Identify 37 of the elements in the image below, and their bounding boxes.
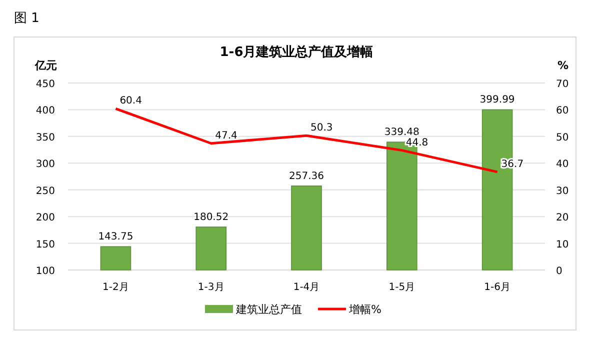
y2-tick-label: 10: [556, 239, 569, 250]
data-label: 60.4: [120, 96, 142, 107]
data-label: 47.4: [215, 130, 238, 142]
y-tick-label: 200: [36, 212, 55, 224]
x-tick-label: 1-4月: [293, 282, 320, 293]
data-label: 399.99: [480, 94, 515, 106]
chart-title: 1-6月建筑业总产值及增幅: [220, 44, 374, 60]
caption: 图 1: [14, 11, 40, 26]
data-label: 180.52: [194, 212, 229, 223]
y2-tick-label: 20: [556, 212, 569, 224]
y-tick-label: 400: [36, 106, 55, 117]
y2-tick-label: 40: [556, 159, 569, 170]
data-label: 257.36: [289, 170, 324, 182]
y-tick-label: 450: [36, 79, 55, 90]
x-tick-label: 1-2月: [102, 282, 129, 293]
y2-tick-label: 30: [556, 186, 569, 197]
data-label: 339.48: [384, 127, 420, 138]
y2-tick-label: 60: [556, 106, 569, 117]
legend-label: 增幅%: [348, 303, 382, 316]
y-axis-title: 亿元: [34, 59, 57, 72]
y-tick-label: 100: [36, 266, 55, 277]
x-tick-label: 1-6月: [484, 282, 510, 293]
y-tick-label: 150: [36, 239, 55, 250]
y-tick-label: 350: [36, 132, 55, 144]
legend-label: 建筑业总产值: [235, 303, 302, 316]
data-label: 50.3: [310, 122, 333, 134]
line-series: [114, 107, 499, 174]
x-tick-label: 1-3月: [198, 282, 224, 293]
y2-tick-label: 70: [556, 79, 569, 90]
y2-axis-title: %: [557, 59, 569, 72]
data-label: 44.8: [406, 137, 428, 148]
x-tick-label: 1-5月: [388, 282, 416, 293]
y2-tick-label: 50: [556, 132, 569, 144]
y-tick-label: 300: [36, 159, 55, 170]
y-tick-label: 250: [36, 186, 55, 197]
data-label: 143.75: [98, 232, 134, 243]
y2-tick-label: 0: [556, 266, 562, 277]
